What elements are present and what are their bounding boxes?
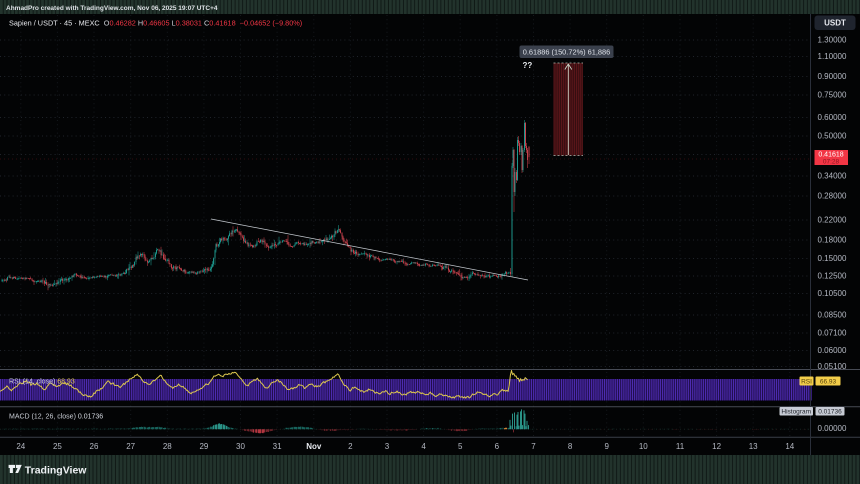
svg-text:25: 25 (53, 442, 62, 451)
svg-text:66.93: 66.93 (820, 378, 837, 385)
svg-text:07:28: 07:28 (823, 159, 840, 166)
svg-text:6: 6 (495, 442, 500, 451)
svg-text:7: 7 (531, 442, 536, 451)
svg-text:0.28000: 0.28000 (818, 191, 847, 200)
svg-text:Nov: Nov (306, 442, 322, 451)
svg-text:3: 3 (385, 442, 390, 451)
svg-text:31: 31 (273, 442, 282, 451)
svg-text:??: ?? (523, 61, 533, 70)
svg-text:0.06000: 0.06000 (818, 346, 847, 355)
svg-text:AhmadPro created with TradingV: AhmadPro created with TradingView.com, N… (6, 5, 218, 12)
svg-text:0.22000: 0.22000 (818, 215, 847, 224)
svg-text:MACD (12, 26, close) 0.01736: MACD (12, 26, close) 0.01736 (9, 414, 103, 421)
svg-text:0.60000: 0.60000 (818, 113, 847, 122)
svg-text:0.50000: 0.50000 (818, 131, 847, 140)
svg-text:0.08500: 0.08500 (818, 310, 847, 319)
svg-text:4: 4 (421, 442, 426, 451)
svg-text:0.75000: 0.75000 (818, 90, 847, 99)
svg-text:0.01736: 0.01736 (818, 409, 842, 416)
svg-text:10: 10 (639, 442, 648, 451)
svg-text:12: 12 (712, 442, 721, 451)
svg-text:0.41618: 0.41618 (818, 152, 843, 159)
svg-text:0.90000: 0.90000 (818, 72, 847, 81)
svg-text:USDT: USDT (824, 19, 846, 28)
svg-text:0.10500: 0.10500 (818, 289, 847, 298)
svg-text:5: 5 (458, 442, 463, 451)
svg-text:24: 24 (16, 442, 25, 451)
svg-text:0.07100: 0.07100 (818, 328, 847, 337)
svg-text:29: 29 (199, 442, 208, 451)
svg-text:0.34000: 0.34000 (818, 171, 847, 180)
svg-text:0.18000: 0.18000 (818, 235, 847, 244)
svg-text:RSI: RSI (801, 378, 812, 385)
svg-text:0.05100: 0.05100 (818, 362, 847, 371)
svg-text:28: 28 (163, 442, 172, 451)
svg-text:0.12500: 0.12500 (818, 271, 847, 280)
svg-text:TradingView: TradingView (25, 464, 87, 476)
svg-text:0.15000: 0.15000 (818, 254, 847, 263)
svg-text:9: 9 (604, 442, 609, 451)
svg-text:Sapien / USDT · 45 · MEXC O0.: Sapien / USDT · 45 · MEXC O0.46282 H0.46… (9, 19, 302, 28)
svg-text:1.10000: 1.10000 (818, 52, 847, 61)
svg-text:27: 27 (126, 442, 135, 451)
svg-text:1.30000: 1.30000 (818, 35, 847, 44)
svg-text:0.61886 (150.72%) 61,886: 0.61886 (150.72%) 61,886 (523, 48, 611, 57)
svg-text:0.00000: 0.00000 (818, 424, 847, 433)
svg-text:30: 30 (236, 442, 245, 451)
svg-text:11: 11 (676, 442, 685, 451)
svg-text:26: 26 (90, 442, 99, 451)
svg-text:RSI (14, close) 68.93: RSI (14, close) 68.93 (9, 379, 75, 386)
svg-text:2: 2 (348, 442, 353, 451)
svg-text:13: 13 (749, 442, 758, 451)
svg-text:Histogram: Histogram (781, 409, 811, 416)
svg-text:14: 14 (785, 442, 794, 451)
svg-text:8: 8 (568, 442, 573, 451)
